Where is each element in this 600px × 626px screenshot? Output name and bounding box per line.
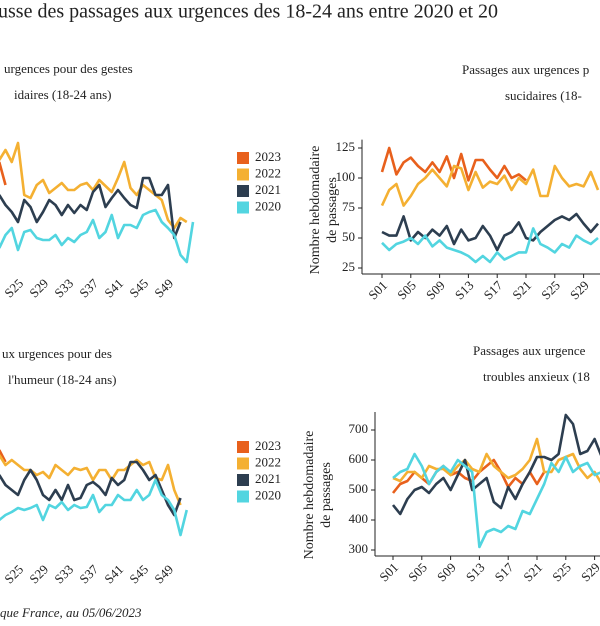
y-tick-label: 600 (349, 451, 369, 466)
series-line (0, 176, 182, 240)
legend-label: 2023 (255, 438, 281, 453)
x-tick-label: S41 (101, 276, 126, 301)
y-tick-label: 700 (349, 421, 369, 436)
series-line (392, 452, 600, 549)
series-line (381, 227, 599, 264)
chart-title: urgences pour des gestes (4, 61, 133, 76)
y-tick-label: 100 (336, 169, 356, 184)
x-tick-label: S21 (509, 278, 534, 303)
chart-title: ux urgences pour des (2, 346, 112, 361)
y-tick-label: 300 (349, 541, 369, 556)
legend-swatch (237, 441, 249, 453)
x-tick-label: S45 (126, 276, 151, 301)
y-tick-label: 500 (349, 481, 369, 496)
x-tick-label: S13 (463, 560, 488, 585)
x-tick-label: S29 (26, 562, 51, 587)
x-tick-label: S37 (76, 561, 101, 586)
series-line (0, 478, 189, 537)
figure-title: usse des passages aux urgences des 18-24… (0, 1, 498, 23)
legend-label: 2020 (255, 487, 281, 502)
x-tick-label: S09 (434, 560, 459, 585)
legend-label: 2021 (255, 182, 281, 197)
x-tick-label: S45 (126, 562, 151, 587)
y-tick-label: 25 (342, 259, 355, 274)
chart-title: Passages aux urgences p (462, 62, 589, 77)
legend-label: 2022 (255, 454, 281, 469)
legend-swatch (237, 490, 249, 503)
x-tick-label: S17 (492, 559, 517, 584)
chart-title: sucidaires (18- (505, 88, 582, 103)
x-tick-label: S49 (151, 276, 176, 301)
x-tick-label: S05 (405, 560, 430, 585)
legend-swatch (237, 201, 249, 214)
y-axis-label: Nombre hebdomadaire (308, 146, 323, 275)
x-tick-label: S29 (578, 560, 600, 585)
series-line (0, 161, 7, 186)
y-axis-label: de passages (325, 177, 340, 243)
series-line (391, 413, 600, 516)
y-axis-label: de passages (319, 462, 334, 528)
series-line (0, 208, 195, 264)
series-line (380, 164, 600, 207)
y-tick-label: 125 (336, 139, 356, 154)
legend-label: 2021 (255, 471, 281, 486)
y-tick-label: 75 (342, 199, 355, 214)
x-tick-label: S25 (1, 276, 26, 301)
chart-title: l'humeur (18-24 ans) (8, 372, 116, 387)
series-line (392, 437, 600, 484)
x-tick-label: S21 (520, 560, 545, 585)
legend-swatch (237, 168, 249, 181)
legend-swatch (237, 185, 249, 197)
series-line (380, 146, 527, 182)
x-tick-label: S01 (376, 560, 401, 585)
legend-label: 2022 (255, 165, 281, 180)
chart-title: idaires (18-24 ans) (14, 87, 111, 102)
legend-swatch (237, 152, 249, 164)
chart-title: Passages aux urgence (473, 343, 586, 358)
series-line (381, 212, 599, 252)
x-tick-label: S05 (394, 278, 419, 303)
legend-label: 2020 (255, 198, 281, 213)
x-tick-label: S49 (151, 562, 176, 587)
series-line (0, 460, 182, 517)
x-tick-label: S01 (365, 278, 390, 303)
x-tick-label: S25 (549, 560, 574, 585)
x-tick-label: S33 (51, 276, 76, 301)
x-tick-label: S29 (26, 276, 51, 301)
x-tick-label: S09 (423, 278, 448, 303)
x-tick-label: S37 (76, 275, 101, 300)
y-tick-label: 400 (349, 511, 369, 526)
footnote: que France, au 05/06/2023 (0, 605, 142, 620)
x-tick-label: S25 (1, 562, 26, 587)
x-tick-label: S17 (481, 277, 506, 302)
legend-swatch (237, 474, 249, 486)
y-tick-label: 50 (342, 229, 355, 244)
legend-label: 2023 (255, 149, 281, 164)
y-axis-label: Nombre hebdomadaire (302, 431, 317, 560)
x-tick-label: S29 (567, 278, 592, 303)
legend-swatch (237, 457, 249, 470)
series-line (0, 449, 7, 463)
x-tick-label: S25 (538, 278, 563, 303)
x-tick-label: S41 (101, 562, 126, 587)
x-tick-label: S33 (51, 562, 76, 587)
x-tick-label: S13 (452, 278, 477, 303)
chart-title: troubles anxieux (18 (483, 369, 590, 384)
